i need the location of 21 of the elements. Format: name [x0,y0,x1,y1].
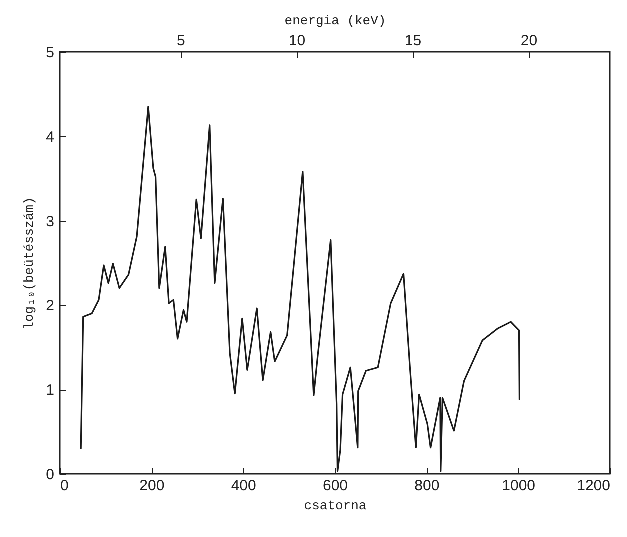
y-tick-label: 3 [46,213,54,230]
x2-axis-title: energia (keV) [284,14,386,28]
x2-tick-label: 20 [520,32,538,50]
x-tick-label: 1200 [577,478,610,494]
x-tick-label: 0 [60,478,69,494]
x2-tick-label: 5 [177,32,186,50]
y-tick-label: 4 [46,128,54,146]
x2-tick-label: 15 [404,32,422,50]
x2-tick-label: 10 [288,32,306,50]
y-tick-label: 0 [46,466,54,484]
x-tick-label: 200 [140,478,165,494]
x-tick-label: 1000 [502,478,536,494]
line-series [80,106,521,472]
y-tick-label: 2 [46,298,54,315]
y-tick-label: 1 [46,382,54,400]
y-axis-title: log₁₀(beütésszám) [22,197,38,330]
x-tick-label: 800 [414,478,440,494]
x-tick-label: 400 [231,478,256,494]
y-tick-label: 5 [46,44,54,62]
x-axis-title: csatorna [304,498,367,514]
x-tick-label: 600 [322,478,348,494]
